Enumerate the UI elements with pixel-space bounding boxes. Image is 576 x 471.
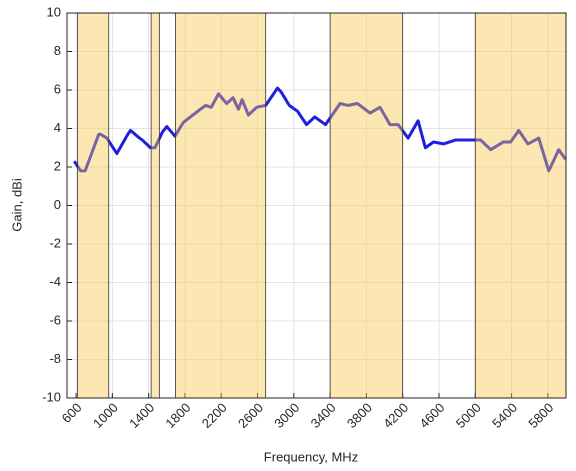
- shaded-band: [150, 12, 160, 399]
- y-tick-label: -10: [42, 389, 61, 404]
- y-tick-label: -4: [49, 274, 61, 289]
- x-tick-label: 4600: [416, 400, 447, 431]
- x-tick-label: 1800: [162, 400, 193, 431]
- y-tick-label: -6: [49, 312, 61, 327]
- y-tick-label: 8: [54, 43, 61, 58]
- x-tick-label: 600: [59, 400, 85, 426]
- x-tick-label: 1400: [126, 400, 157, 431]
- shaded-band: [77, 12, 110, 399]
- data-line: [73, 86, 567, 173]
- y-tick-label: 0: [54, 197, 61, 212]
- x-tick-label: 2600: [235, 400, 266, 431]
- x-tick-label: 5800: [525, 400, 556, 431]
- x-tick-label: 1000: [90, 400, 121, 431]
- y-axis-label: Gain, dBi: [9, 178, 24, 232]
- x-tick-label: 5400: [489, 400, 520, 431]
- shaded-band: [175, 12, 267, 399]
- x-tick-label: 4200: [380, 400, 411, 431]
- x-tick-label: 3800: [344, 400, 375, 431]
- x-axis-label: Frequency, MHz: [264, 449, 358, 464]
- y-tick-label: -8: [49, 351, 61, 366]
- shaded-band: [329, 12, 404, 399]
- x-tick-label: 3400: [308, 400, 339, 431]
- y-tick-label: 4: [54, 120, 61, 135]
- y-tick-label: 6: [54, 81, 61, 96]
- x-tick-label: 3000: [271, 400, 302, 431]
- y-tick-label: 2: [54, 158, 61, 173]
- shaded-band: [474, 12, 567, 399]
- x-tick-label: 2200: [199, 400, 230, 431]
- y-tick-label: 10: [47, 4, 61, 19]
- y-tick-label: -2: [49, 235, 61, 250]
- plot-frame: [66, 12, 567, 399]
- x-tick-label: 5000: [453, 400, 484, 431]
